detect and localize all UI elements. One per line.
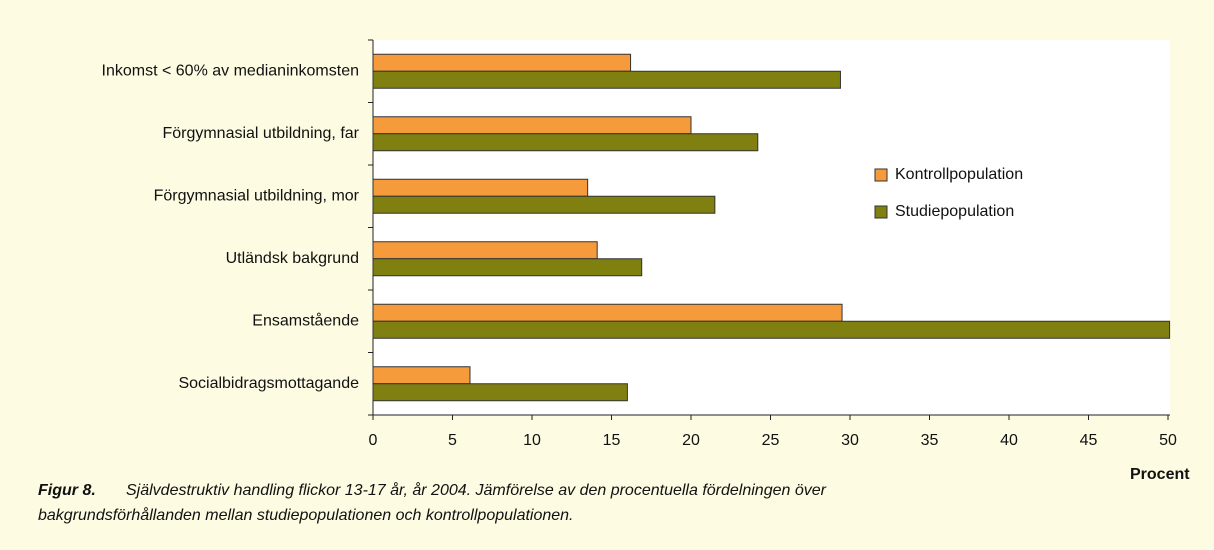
legend-label: Kontrollpopulation bbox=[895, 166, 1023, 183]
caption: Självdestruktiv handling flickor 13-17 å… bbox=[126, 481, 827, 499]
bar bbox=[372, 133, 759, 152]
x-tick-label: 45 bbox=[1080, 432, 1098, 449]
legend-swatch bbox=[874, 205, 888, 219]
x-tick-label: 40 bbox=[1000, 432, 1018, 449]
bar bbox=[372, 70, 841, 89]
bar bbox=[372, 258, 643, 277]
caption: bakgrundsförhållanden mellan studiepopul… bbox=[38, 506, 574, 524]
bar bbox=[372, 383, 628, 402]
x-axis-label: Procent bbox=[1130, 466, 1190, 483]
bar bbox=[372, 303, 843, 322]
bar bbox=[372, 116, 692, 135]
x-tick-label: 20 bbox=[682, 432, 700, 449]
y-tick-label: Förgymnasial utbildning, far bbox=[162, 125, 359, 142]
y-tick-label: Socialbidragsmottagande bbox=[178, 375, 359, 392]
bar bbox=[372, 195, 716, 214]
x-tick-label: 15 bbox=[603, 432, 621, 449]
x-tick-label: 0 bbox=[369, 432, 378, 449]
y-tick-label: Inkomst < 60% av medianinkomsten bbox=[102, 62, 359, 79]
legend-label: Studiepopulation bbox=[895, 203, 1014, 220]
bar bbox=[372, 320, 1171, 339]
bar bbox=[372, 366, 471, 385]
x-tick-label: 5 bbox=[448, 432, 457, 449]
y-tick-label: Utländsk bakgrund bbox=[226, 250, 359, 267]
plot-area bbox=[373, 40, 1170, 415]
x-tick-label: 25 bbox=[762, 432, 780, 449]
y-tick-label: Ensamstående bbox=[252, 311, 359, 329]
x-tick-label: 50 bbox=[1159, 432, 1177, 449]
y-tick-label: Förgymnasial utbildning, mor bbox=[154, 187, 360, 204]
caption-label: Figur 8. bbox=[38, 482, 96, 499]
bar bbox=[372, 178, 589, 197]
legend-swatch bbox=[874, 168, 888, 182]
x-tick-label: 35 bbox=[921, 432, 939, 449]
bar bbox=[372, 241, 598, 260]
bar bbox=[372, 53, 632, 72]
x-tick-label: 10 bbox=[523, 432, 541, 449]
x-tick-label: 30 bbox=[841, 432, 859, 449]
